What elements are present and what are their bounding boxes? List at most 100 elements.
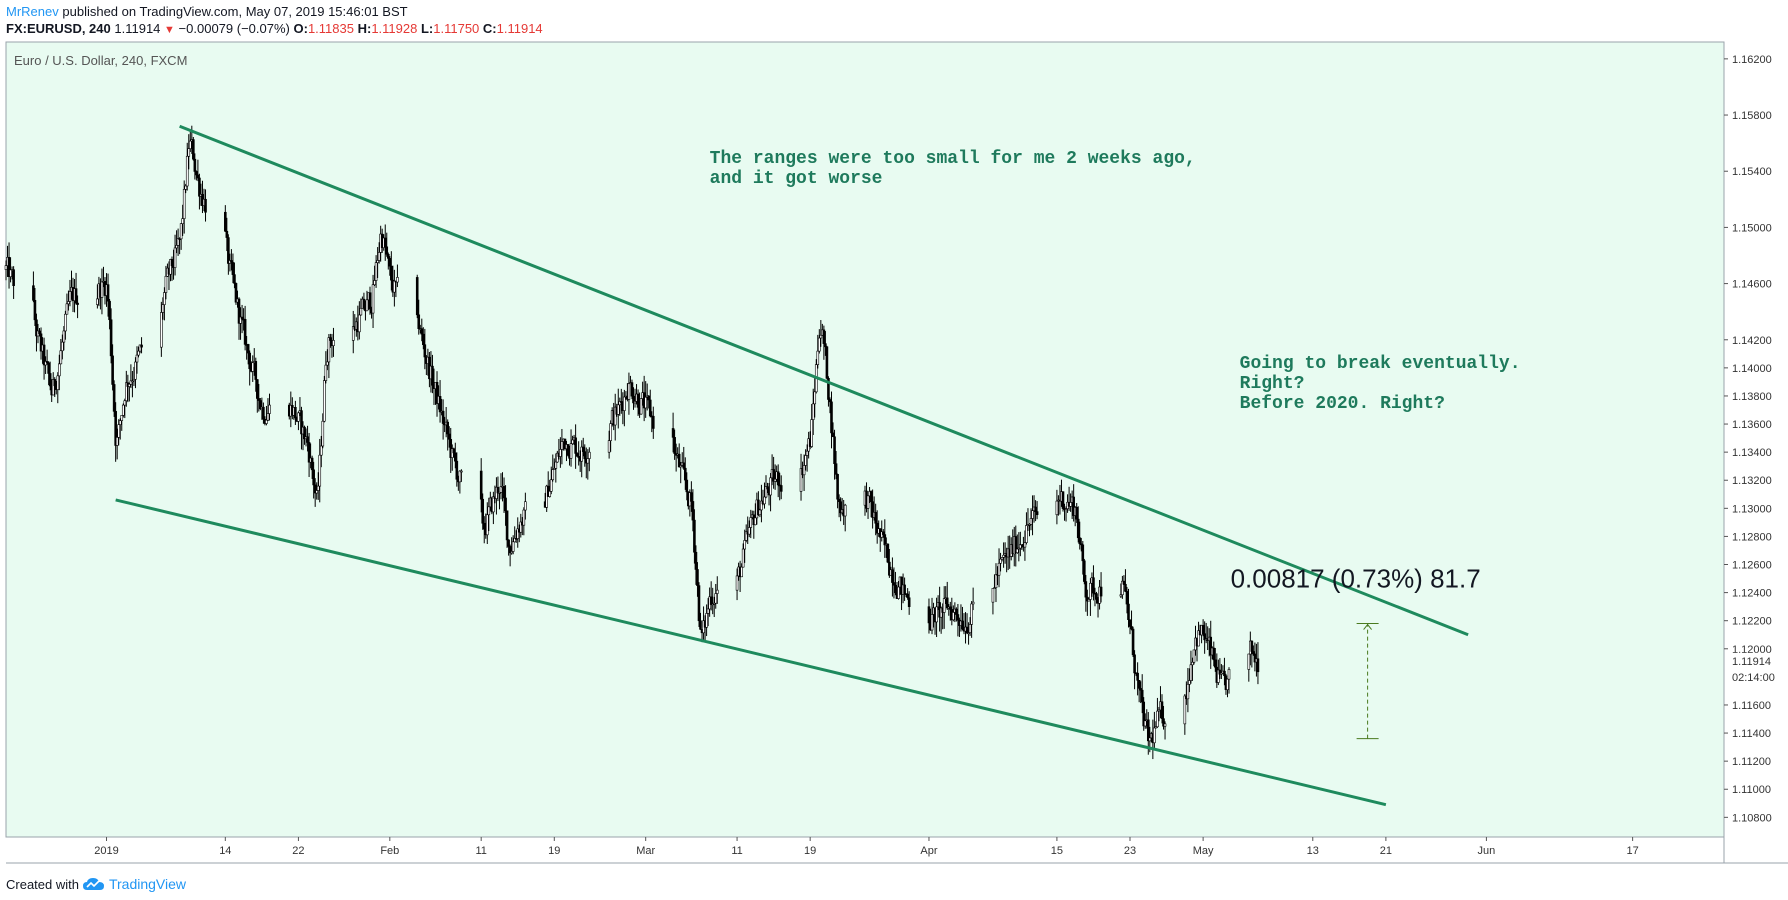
time-axis[interactable]: 2019 14 22 Feb 11 19 Mar 11 19 Apr 15 23 May 13 21 Jun 1… <box>94 837 1639 857</box>
y-tick-label: 1.11200 <box>1732 756 1771 768</box>
candle-body <box>699 620 702 630</box>
plot-area[interactable] <box>5 41 1725 838</box>
candle-body <box>187 148 191 157</box>
candle-body <box>121 404 125 416</box>
candle-body <box>586 458 590 464</box>
candle-body <box>505 510 509 541</box>
candle-body <box>945 597 949 609</box>
author-link[interactable]: MrRenev <box>6 4 59 19</box>
candle-body <box>648 399 652 417</box>
candle-body <box>118 420 122 425</box>
y-tick-label: 1.13800 <box>1732 391 1772 403</box>
candle-body <box>1089 582 1092 600</box>
candle-body <box>1084 581 1088 598</box>
candle-body <box>1186 683 1190 700</box>
y-tick-label: 1.11400 <box>1732 728 1771 740</box>
candle-body <box>385 246 389 255</box>
candle-body <box>388 258 392 267</box>
candle-body <box>323 380 326 422</box>
candle-body <box>508 546 512 554</box>
candle-body <box>460 470 463 473</box>
candle-body <box>237 298 241 324</box>
candle-body <box>188 140 192 149</box>
candle-body <box>266 413 270 421</box>
candle-body <box>673 437 676 454</box>
candle-body <box>359 307 363 316</box>
candle-body <box>492 496 495 513</box>
candle-body <box>1019 544 1022 549</box>
candle-body <box>390 265 393 281</box>
candle-body <box>106 284 110 302</box>
tradingview-cloud-icon <box>82 878 104 890</box>
candle-body <box>903 584 906 594</box>
candle-body <box>74 288 78 304</box>
candle-body <box>59 350 63 365</box>
candle-body <box>131 380 134 383</box>
candle-body <box>61 341 64 352</box>
candle-body <box>819 334 823 339</box>
candle-body <box>132 378 136 382</box>
candle-body <box>1031 510 1034 519</box>
candle-body <box>679 465 683 468</box>
candle-body <box>396 277 399 283</box>
candle-body <box>161 304 165 313</box>
candle-body <box>1226 678 1229 690</box>
candle-body <box>251 362 255 372</box>
price-axis[interactable]: 1.16200 1.15800 1.15400 1.15000 1.14600 1.142… <box>1724 54 1788 824</box>
candle-body <box>827 378 830 400</box>
annotation-text: Right? <box>1240 374 1305 394</box>
candle-body <box>1153 727 1156 744</box>
published-text: published on TradingView.com, May 07, 20… <box>62 4 408 19</box>
tradingview-link[interactable]: TradingView <box>108 876 187 892</box>
candle-body <box>306 436 309 443</box>
candle-body <box>760 500 763 511</box>
candle-body <box>482 522 486 530</box>
candle-body <box>56 375 60 390</box>
candle-body <box>1192 649 1196 663</box>
candle-body <box>1081 544 1085 562</box>
candle-body <box>1017 547 1021 550</box>
candle-body <box>499 486 503 493</box>
candle-body <box>137 350 140 356</box>
x-tick-label: Feb <box>380 845 399 857</box>
candle-body <box>766 486 769 490</box>
y-tick-label: 1.14200 <box>1732 335 1772 347</box>
candle-body <box>68 291 72 302</box>
candle-body <box>441 410 445 424</box>
candle-body <box>632 395 635 404</box>
candle-body <box>1157 709 1161 712</box>
candle-body <box>185 155 189 187</box>
candle-body <box>417 314 421 329</box>
candle-body <box>1075 507 1079 520</box>
open-label: O: <box>293 21 308 36</box>
candle-body <box>559 449 562 457</box>
trendline <box>115 498 1387 807</box>
candle-body <box>741 548 745 568</box>
candle-body <box>691 501 695 521</box>
candle-body <box>184 185 188 190</box>
candle-body <box>1034 506 1037 512</box>
candle-body <box>140 344 143 348</box>
candle-body <box>169 259 172 275</box>
candle-body <box>1252 651 1255 655</box>
measure-label: 0.00817 (0.73%) 81.7 <box>1231 564 1481 594</box>
candle-body <box>233 274 236 284</box>
candle-body <box>690 492 693 502</box>
candle-body <box>891 569 894 583</box>
candle-body <box>268 404 271 414</box>
candle-body <box>1209 636 1213 656</box>
candle-body <box>265 419 268 424</box>
candle-body <box>516 528 520 539</box>
candle-body <box>1183 695 1187 725</box>
candle-body <box>580 446 584 462</box>
candle-body <box>563 438 567 450</box>
candle-body <box>1128 619 1132 627</box>
candle-body <box>999 558 1002 564</box>
x-tick-label: 17 <box>1626 845 1638 857</box>
candle-body <box>195 171 198 176</box>
candle-body <box>811 403 815 420</box>
candle-body <box>1203 633 1206 641</box>
chart-title: Euro / U.S. Dollar, 240, FXCM <box>14 53 187 68</box>
candle-body <box>1156 710 1159 728</box>
